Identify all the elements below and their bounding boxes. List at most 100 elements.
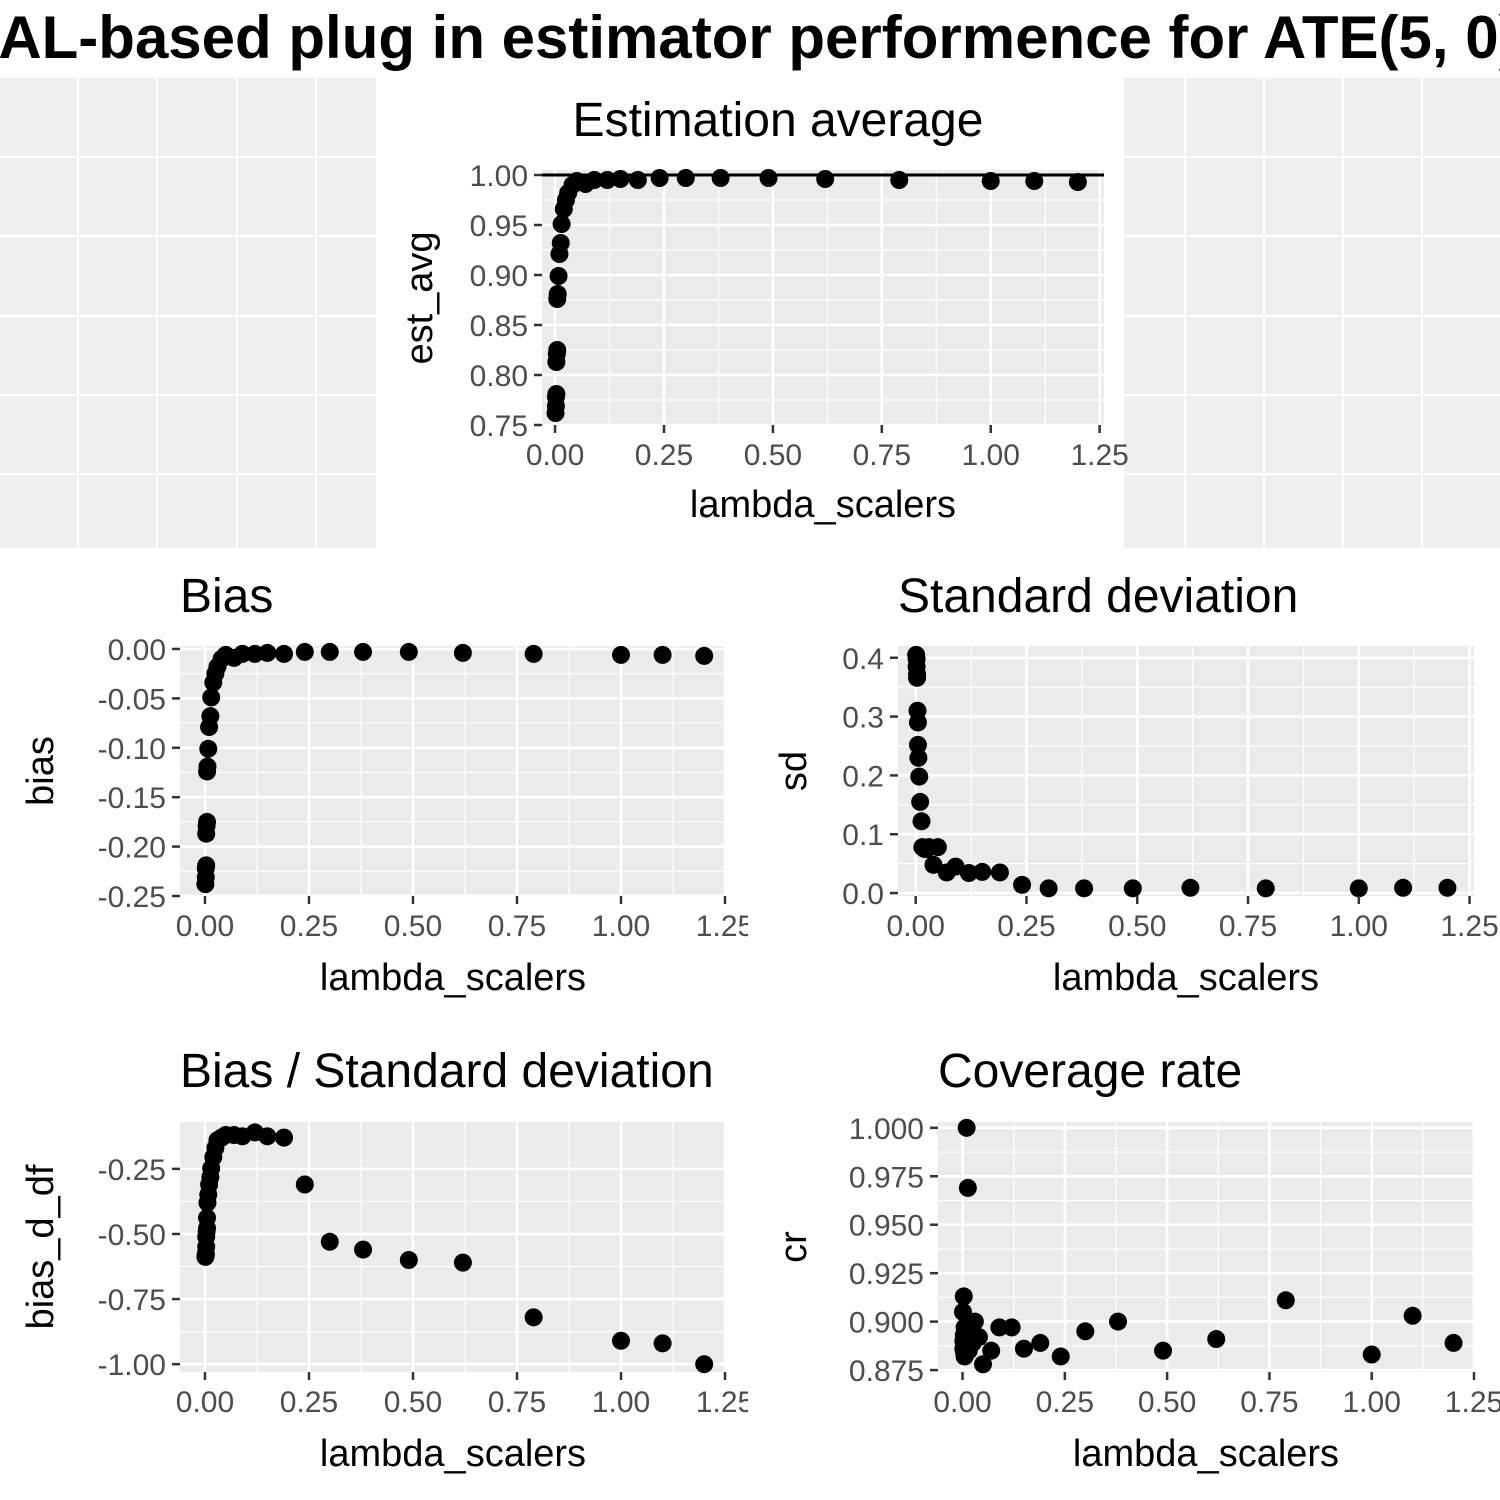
x-tick-label: 0.25: [280, 1386, 338, 1419]
gridlines: [180, 1122, 727, 1372]
plot-panel: [898, 646, 1474, 896]
x-axis-label: lambda_scalers: [1053, 957, 1319, 999]
data-point: [399, 642, 418, 661]
data-point: [548, 341, 567, 359]
data-point: [295, 642, 314, 661]
y-axis-ticks: 0.875 0.900 0.925 0.950 0.975 1.000: [849, 1113, 938, 1388]
data-point: [1013, 875, 1032, 894]
data-point: [1154, 1341, 1173, 1360]
y-axis-label: cr: [773, 1231, 815, 1263]
y-tick-label: -0.25: [98, 1154, 166, 1187]
y-tick-label: 0.4: [842, 643, 884, 676]
x-tick-label: 0.00: [526, 439, 584, 472]
data-point: [1076, 1322, 1095, 1341]
figure-title: HAL-based plug in estimator performence …: [0, 4, 1500, 71]
chart-bias-over-sd: Bias / Standard deviation 0.00 0.25 0.50 0.…: [20, 1045, 748, 1475]
y-tick-label: -0.25: [98, 881, 166, 914]
chart-title: Coverage rate: [938, 1045, 1242, 1098]
data-point: [890, 171, 909, 189]
gridlines: [938, 1122, 1476, 1372]
y-tick-label: 0.1: [842, 819, 884, 852]
data-point: [908, 668, 927, 687]
data-point: [598, 171, 617, 189]
data-point: [1444, 1333, 1463, 1352]
data-point: [1394, 878, 1413, 897]
data-point: [1014, 1339, 1033, 1358]
data-point: [453, 643, 472, 662]
data-point: [908, 713, 927, 732]
data-point: [1051, 1347, 1070, 1366]
data-point: [548, 285, 567, 303]
data-point: [258, 643, 277, 662]
x-axis-ticks: 0.00 0.25 0.50 0.75 1.00 1.25: [526, 425, 1129, 472]
data-point: [1276, 1291, 1295, 1310]
data-point: [1068, 173, 1087, 191]
x-tick-label: 0.75: [1240, 1386, 1298, 1419]
data-point: [524, 644, 543, 663]
gridlines: [898, 646, 1474, 896]
data-point: [524, 1308, 543, 1327]
chart-standard-deviation: Standard deviation 0.00 0.25 0.50 0.75 1.00 1…: [773, 570, 1499, 999]
x-tick-label: 0.00: [176, 1386, 234, 1419]
data-point: [552, 215, 571, 233]
plot-panel: [180, 1122, 725, 1372]
x-axis-label: lambda_scalers: [320, 957, 586, 999]
data-point: [549, 267, 568, 285]
data-point: [320, 642, 339, 661]
y-tick-label: -0.15: [98, 782, 166, 815]
data-point: [1123, 879, 1142, 898]
data-point: [399, 1251, 418, 1270]
chart-bias: Bias 0.00 0.25 0.50 0.75 1.00 1.25 -0.25 -0.20…: [20, 570, 748, 999]
data-point: [611, 1331, 630, 1350]
data-point: [910, 767, 929, 786]
x-tick-label: 1.00: [1343, 1386, 1401, 1419]
data-point: [198, 757, 217, 776]
x-tick-label: 0.25: [997, 910, 1055, 943]
y-tick-label: -0.20: [98, 832, 166, 865]
data-points: [546, 169, 1087, 422]
data-point: [653, 645, 672, 664]
data-points: [196, 1123, 714, 1374]
data-point: [816, 170, 835, 188]
y-axis-label: bias: [20, 736, 62, 806]
data-point: [974, 1355, 993, 1374]
x-tick-label: 0.50: [384, 910, 442, 943]
chart-title: Bias: [180, 570, 273, 623]
x-axis-ticks: 0.00 0.25 0.50 0.75 1.00 1.25: [887, 896, 1499, 943]
x-tick-label: 0.25: [1036, 1386, 1094, 1419]
data-point: [201, 707, 220, 726]
data-point: [954, 1287, 973, 1306]
y-axis-label: est_avg: [399, 231, 441, 364]
data-point: [928, 838, 947, 857]
y-tick-label: -1.00: [98, 1349, 166, 1382]
y-tick-label: 0.900: [849, 1307, 924, 1340]
y-tick-label: 0.925: [849, 1258, 924, 1291]
data-point: [653, 1334, 672, 1353]
y-tick-label: -0.10: [98, 733, 166, 766]
data-point: [1181, 878, 1200, 897]
x-tick-label: 1.25: [1440, 910, 1498, 943]
data-points: [953, 1118, 1463, 1374]
plot-panel: [938, 1122, 1474, 1372]
x-axis-label: lambda_scalers: [690, 484, 956, 526]
data-point: [759, 169, 778, 187]
y-axis-label: sd: [773, 751, 815, 791]
x-tick-label: 0.75: [853, 439, 911, 472]
data-point: [965, 1312, 984, 1331]
data-point: [1207, 1330, 1226, 1349]
data-point: [628, 171, 647, 189]
y-tick-label: -0.75: [98, 1284, 166, 1317]
data-point: [908, 735, 927, 754]
y-axis-ticks: 0.0 0.1 0.2 0.3 0.4: [842, 643, 898, 911]
chart-coverage-rate: Coverage rate 0.00 0.25 0.50 0.75 1.00 1.25 0…: [773, 1045, 1500, 1475]
data-point: [1349, 879, 1368, 898]
data-point: [295, 1175, 314, 1194]
data-point: [275, 1128, 294, 1147]
data-point: [547, 385, 566, 403]
y-tick-label: 0.95: [470, 210, 528, 243]
x-tick-label: 0.50: [744, 439, 802, 472]
y-axis-ticks: 0.75 0.80 0.85 0.90 0.95 1.00: [470, 160, 542, 443]
data-point: [1109, 1312, 1128, 1331]
x-tick-label: 0.50: [1108, 910, 1166, 943]
data-point: [585, 171, 604, 189]
